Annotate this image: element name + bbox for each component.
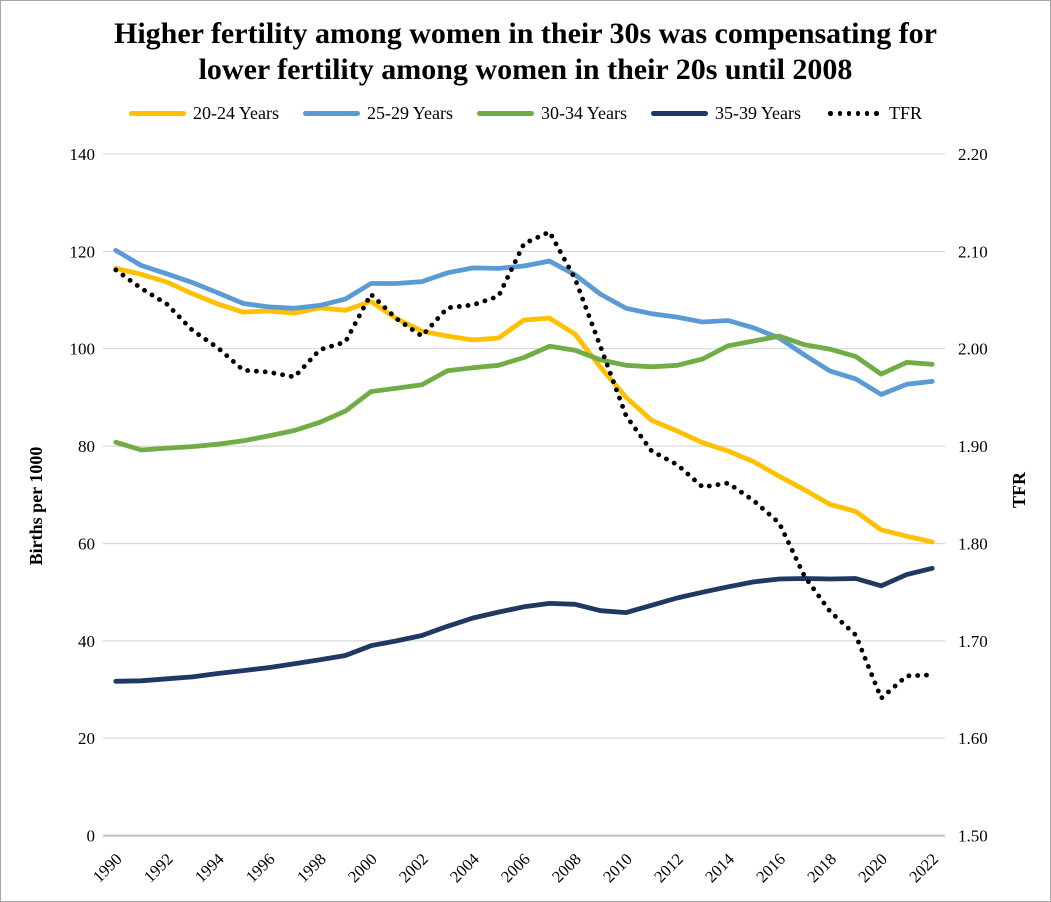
legend-label: TFR	[889, 103, 923, 123]
series-line-25-29-years	[113, 247, 935, 397]
legend-dot	[828, 111, 834, 116]
legend-dot	[837, 111, 843, 116]
legend-dot	[846, 111, 852, 116]
legend-item-20-24-years: 20-24 Years	[128, 103, 279, 124]
x-axis-tick-label: 2016	[752, 849, 789, 886]
legend-item-25-29-years: 25-29 Years	[302, 103, 453, 124]
legend-dot	[855, 111, 861, 116]
x-axis-tick-label: 1992	[140, 849, 177, 886]
right-axis-tick-label: 1.90	[958, 437, 988, 456]
legend-line-swatch	[302, 111, 360, 116]
x-axis-tick-label: 1994	[191, 849, 228, 886]
chart-legend: 20-24 Years 25-29 Years 30-34 Years 35-39 Y…	[1, 103, 1050, 124]
x-axis-tick-label: 1990	[89, 849, 126, 886]
legend-dotted-line-swatch	[825, 111, 882, 116]
x-axis-tick-label: 2000	[344, 849, 381, 886]
right-axis-tick-label: 2.00	[958, 340, 988, 359]
left-axis-tick-label: 100	[70, 340, 96, 359]
series-line-35-39-years	[113, 565, 935, 684]
right-axis-tick-label: 1.60	[958, 729, 988, 748]
chart-title: Higher fertility among women in their 30…	[114, 17, 937, 86]
left-axis-tick-label: 60	[78, 535, 95, 554]
right-axis-tick-label: 1.50	[958, 827, 988, 846]
left-axis-tick-label: 120	[70, 242, 96, 261]
x-axis-tick-label: 2008	[548, 849, 585, 886]
series-line-30-34-years	[113, 333, 935, 453]
legend-label: 30-34 Years	[540, 103, 627, 123]
legend-dot	[873, 111, 879, 116]
right-axis-tick-label: 2.20	[958, 145, 988, 164]
x-axis-tick-label: 2010	[599, 849, 636, 886]
series-line-tfr	[113, 229, 935, 701]
legend-label: 20-24 Years	[192, 103, 279, 123]
x-axis-tick-label: 2004	[446, 849, 483, 886]
legend-label: 25-29 Years	[366, 103, 453, 123]
x-axis-tick-label: 2012	[650, 849, 687, 886]
legend-line-swatch	[476, 111, 534, 116]
x-axis-tick-label: 1996	[242, 849, 279, 886]
right-axis-tick-label: 1.70	[958, 632, 988, 651]
series-line-20-24-years	[113, 265, 935, 545]
right-axis-title: TFR	[1009, 471, 1029, 508]
legend-label: 35-39 Years	[715, 103, 802, 123]
x-axis-tick-label: 2020	[854, 849, 891, 886]
x-axis-tick-label: 2022	[905, 849, 942, 886]
legend-dot	[864, 111, 870, 116]
left-axis-tick-label: 140	[70, 145, 96, 164]
legend-item-30-34-years: 30-34 Years	[476, 103, 627, 124]
x-axis-tick-label: 2018	[803, 849, 840, 886]
left-axis-tick-label: 40	[78, 632, 95, 651]
right-axis-tick-label: 1.80	[958, 535, 988, 554]
legend-line-swatch	[651, 111, 708, 116]
left-axis-tick-label: 0	[87, 827, 96, 846]
x-axis-tick-label: 1998	[293, 849, 330, 886]
x-axis-tick-label: 2014	[701, 849, 738, 886]
left-axis-tick-label: 20	[78, 729, 95, 748]
right-axis-tick-label: 2.10	[958, 242, 988, 261]
left-axis-title: Births per 1000	[26, 447, 46, 566]
x-axis-tick-label: 2006	[497, 849, 534, 886]
legend-item-35-39-years: 35-39 Years	[651, 103, 801, 124]
left-axis-tick-label: 80	[78, 437, 95, 456]
legend-line-swatch	[128, 111, 186, 116]
legend-item-tfr: TFR	[825, 103, 922, 124]
x-axis-tick-label: 2002	[395, 849, 432, 886]
